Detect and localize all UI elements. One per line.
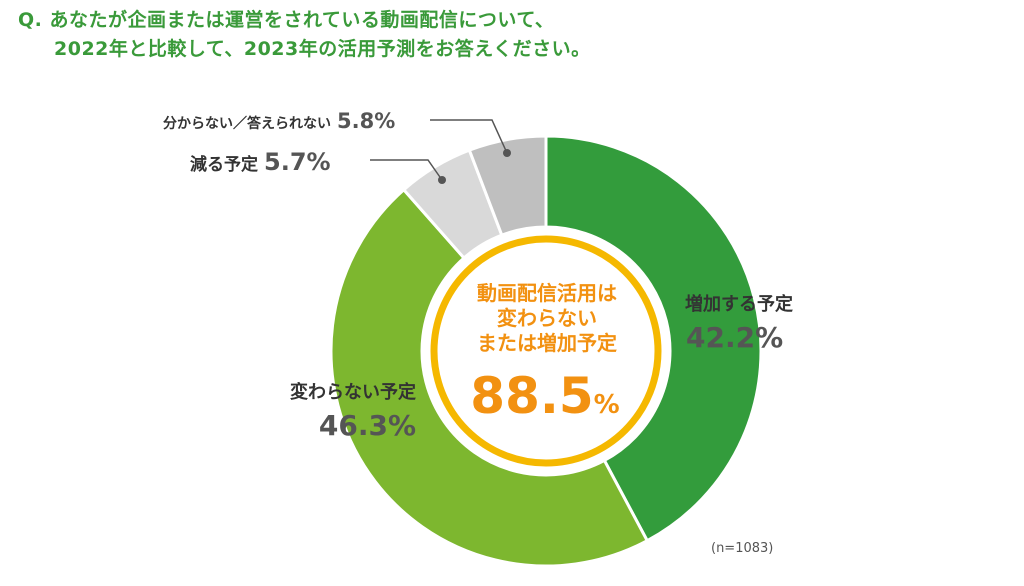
value-decrease: 5.7%: [264, 148, 331, 176]
label-no-change: 変わらない予定: [290, 381, 416, 403]
leader-line-decrease: [370, 159, 443, 181]
sample-size-note: (n=1083): [711, 541, 774, 556]
center-line-3: または増加予定: [477, 331, 617, 355]
leader-line-unknown: [430, 119, 508, 154]
label-increase: 増加する予定: [685, 293, 793, 315]
slice-no-change: [329, 187, 650, 568]
question-line-1: Q. あなたが企画または運営をされている動画配信について、: [18, 9, 555, 31]
leader-dot-decrease: [438, 176, 446, 184]
slice-increase: [544, 134, 763, 543]
value-unknown: 5.8%: [337, 109, 395, 133]
label-unknown-row: 分からない／答えられない 5.8%: [163, 109, 395, 133]
label-unknown: 分からない／答えられない: [163, 115, 331, 132]
center-ring: [430, 235, 662, 467]
question-text: Q. あなたが企画または運営をされている動画配信について、 2022年と比較して…: [18, 6, 591, 64]
center-line-1: 動画配信活用は: [477, 281, 617, 305]
center-value-unit: %: [594, 390, 620, 420]
slice-unknown: [467, 134, 548, 238]
center-value: 88.5%: [470, 367, 619, 425]
question-line-2: 2022年と比較して、2023年の活用予測をお答えください。: [54, 38, 591, 60]
leader-lines: [370, 119, 511, 184]
center-line-2: 変わらない: [497, 306, 597, 330]
label-decrease-row: 減る予定 5.7%: [190, 148, 331, 176]
value-no-change: 46.3%: [319, 409, 416, 442]
leader-dot-unknown: [503, 149, 511, 157]
donut-slices: [329, 134, 763, 568]
label-decrease: 減る予定: [190, 154, 258, 175]
value-increase: 42.2%: [686, 321, 783, 354]
center-value-number: 88.5: [470, 367, 593, 425]
